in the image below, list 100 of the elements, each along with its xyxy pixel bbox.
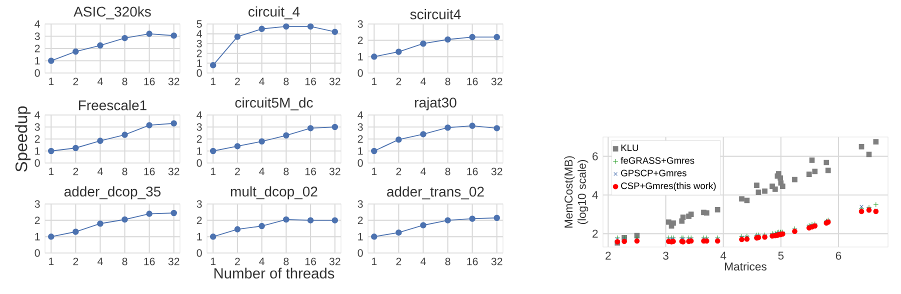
x-tick-label: 3 xyxy=(663,252,668,260)
x-tick-label: 8 xyxy=(284,78,289,86)
y-tick-label: 3 xyxy=(34,32,40,40)
x-tick-label: 4 xyxy=(98,78,103,86)
legend-label: KLU xyxy=(621,144,638,152)
y-tick-label: 0 xyxy=(358,249,363,257)
x-tick-label: 8 xyxy=(445,258,450,266)
x-tick-label: 4 xyxy=(420,168,426,176)
y-tick-label: 2 xyxy=(196,50,202,58)
y-tick-label: 3 xyxy=(34,123,40,131)
y-tick-label: 2 xyxy=(34,216,40,224)
y-tick-label: 3 xyxy=(358,123,363,131)
x-tick-label: 16 xyxy=(467,168,478,176)
x-tick-label: 1 xyxy=(210,168,216,176)
x-tick-label: 2 xyxy=(396,168,402,176)
x-tick-label: 32 xyxy=(491,258,502,266)
chart-title: circuit5M_dc xyxy=(235,97,313,110)
y-tick-label: 4 xyxy=(196,30,202,38)
y-tick-label: 4 xyxy=(196,111,202,119)
y-tick-label: 1 xyxy=(358,53,363,60)
x-tick-label: 2 xyxy=(73,78,78,86)
x-tick-label: 4 xyxy=(98,168,103,176)
chart-title: mult_dcop_02 xyxy=(230,186,318,200)
x-tick-label: 32 xyxy=(168,78,180,86)
x-tick-label: 1 xyxy=(372,258,377,266)
x-tick-label: 2 xyxy=(396,258,402,266)
x-tick-label: 16 xyxy=(467,78,478,86)
y-tick-label: 4 xyxy=(592,191,598,199)
x-tick-label: 32 xyxy=(168,168,180,176)
x-axis-title: Matrices xyxy=(725,262,766,271)
y-tick-label: 1 xyxy=(197,233,202,240)
x-tick-label: 16 xyxy=(305,78,316,86)
y-tick-label: 0 xyxy=(358,69,363,77)
y-tick-label: 3 xyxy=(196,123,202,131)
y-tick-label: 2 xyxy=(196,216,202,224)
y-tick-label: 1 xyxy=(358,147,363,155)
x-tick-label: 1 xyxy=(48,78,54,86)
x-tick-label: 2 xyxy=(606,252,611,260)
y-tick-label: 0 xyxy=(34,249,40,257)
chart-title: adder_dcop_35 xyxy=(64,186,161,200)
y-tick-label: 1 xyxy=(197,147,202,155)
x-tick-label: 2 xyxy=(73,168,78,176)
y-tick-label: 5 xyxy=(196,20,202,28)
y-tick-label: 1 xyxy=(197,60,202,67)
x-tick-label: 4 xyxy=(420,258,426,266)
x-tick-label: 2 xyxy=(73,258,78,266)
x-tick-label: 32 xyxy=(329,168,340,176)
y-tick-label: 0 xyxy=(196,69,202,77)
x-tick-label: 16 xyxy=(144,78,155,86)
x-tick-label: 8 xyxy=(284,168,289,176)
y-tick-label: 3 xyxy=(196,40,202,48)
x-tick-label: 2 xyxy=(235,78,240,86)
y-tick-label: 1 xyxy=(35,147,40,155)
x-tick-label: 32 xyxy=(329,258,340,266)
x-tick-label: 1 xyxy=(372,168,377,176)
x-tick-label: 16 xyxy=(305,258,316,266)
x-tick-label: 16 xyxy=(467,258,478,266)
chart-title: Freescale1 xyxy=(79,100,146,110)
chart-title: scircuit4 xyxy=(410,9,461,20)
x-tick-label: 1 xyxy=(210,258,216,266)
x-tick-label: 8 xyxy=(122,168,128,176)
x-tick-label: 8 xyxy=(284,258,289,266)
y-tick-label: 0 xyxy=(34,69,40,77)
y-tick-label: 0 xyxy=(196,159,202,167)
y-tick-label: 6 xyxy=(592,152,598,160)
x-tick-label: 8 xyxy=(122,258,128,266)
x-tick-label: 16 xyxy=(144,258,155,266)
y-tick-label: 3 xyxy=(34,200,40,208)
x-tick-label: 6 xyxy=(836,252,842,260)
legend-label: GPSCP+Gmres xyxy=(621,170,686,176)
x-tick-label: 8 xyxy=(445,168,450,176)
y-tick-label: 0 xyxy=(196,249,202,257)
x-tick-label: 32 xyxy=(491,168,502,176)
y-tick-label: 3 xyxy=(196,200,202,208)
x-tick-label: 32 xyxy=(168,258,180,266)
y-axis-title: Speedup xyxy=(14,106,31,172)
y-tick-label: 2 xyxy=(196,135,202,143)
y-tick-label: 4 xyxy=(34,20,40,28)
legend-label: feGRASS+Gmres xyxy=(620,156,694,164)
y-tick-label: 2 xyxy=(358,135,363,143)
y-tick-label: 2 xyxy=(592,230,598,238)
y-tick-label: 0 xyxy=(358,159,363,167)
y-tick-label: 3 xyxy=(358,200,363,208)
x-axis-title: Number of threads xyxy=(214,268,334,279)
y-tick-label: 2 xyxy=(358,36,363,44)
x-tick-label: 1 xyxy=(48,168,54,176)
chart-title: circuit_4 xyxy=(248,6,300,20)
x-tick-label: 16 xyxy=(305,168,316,176)
x-tick-label: 8 xyxy=(122,78,128,86)
chart-title: rajat30 xyxy=(415,97,456,110)
y-tick-label: 1 xyxy=(35,57,40,64)
x-tick-label: 16 xyxy=(144,168,155,176)
y-tick-label: 2 xyxy=(34,135,40,143)
x-tick-label: 1 xyxy=(210,78,216,86)
y-tick-label: 4 xyxy=(34,111,40,119)
y-tick-label: 1 xyxy=(35,233,40,240)
y-tick-label: 2 xyxy=(34,44,40,52)
x-tick-label: 5 xyxy=(778,252,784,260)
x-tick-label: 1 xyxy=(48,258,54,266)
x-tick-label: 4 xyxy=(259,168,264,176)
